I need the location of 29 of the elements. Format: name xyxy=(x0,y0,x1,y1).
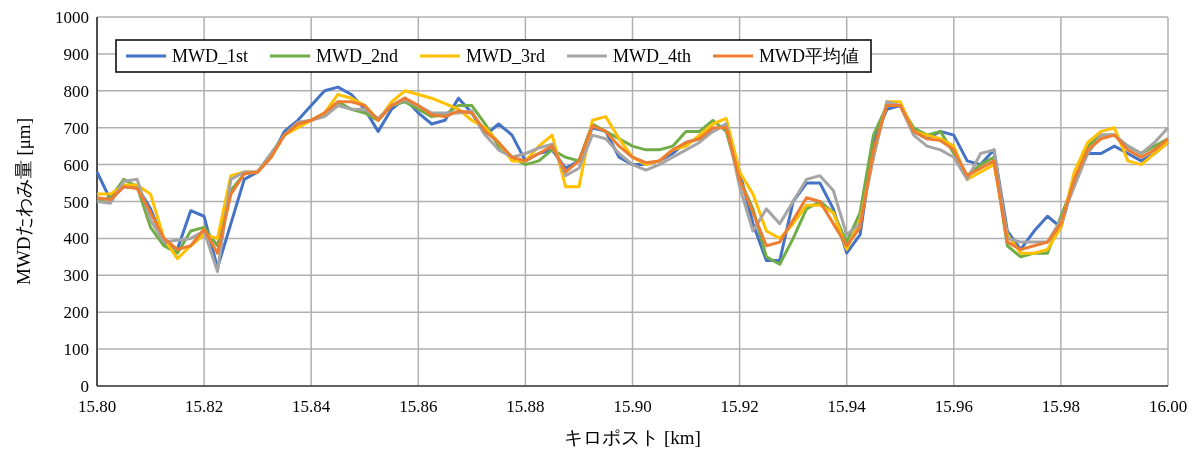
x-tick-label: 15.80 xyxy=(77,397,117,416)
x-axis-title: キロポスト [km] xyxy=(564,427,701,448)
y-tick-label: 400 xyxy=(63,229,89,249)
legend-label: MWD_1st xyxy=(172,46,248,66)
y-tick-label: 700 xyxy=(63,118,89,138)
x-tick-label: 15.88 xyxy=(506,397,545,416)
x-tick-label: 16.00 xyxy=(1148,397,1188,416)
y-tick-label: 1000 xyxy=(55,8,89,27)
y-tick-label: 900 xyxy=(63,44,89,64)
legend-label: MWD_3rd xyxy=(466,46,545,66)
legend-label: MWD_4th xyxy=(613,46,691,66)
x-tick-label: 15.92 xyxy=(720,397,759,416)
legend-label: MWD_2nd xyxy=(316,46,398,66)
x-tick-label: 15.84 xyxy=(292,397,331,416)
y-tick-label: 300 xyxy=(63,266,89,286)
x-tick-label: 15.90 xyxy=(613,397,652,416)
y-axis-title: MWDたわみ量 [μm] xyxy=(13,118,34,285)
y-tick-label: 0 xyxy=(80,377,89,396)
y-tick-label: 500 xyxy=(63,192,89,212)
legend-label: MWD平均値 xyxy=(759,46,859,66)
x-tick-label: 15.96 xyxy=(934,397,973,416)
y-tick-label: 200 xyxy=(63,303,89,323)
x-tick-label: 15.94 xyxy=(827,397,867,416)
x-tick-label: 15.82 xyxy=(184,397,224,416)
x-tick-label: 15.98 xyxy=(1041,397,1081,416)
y-tick-label: 100 xyxy=(63,340,89,360)
x-tick-label: 15.86 xyxy=(399,397,438,416)
y-tick-label: 600 xyxy=(63,155,89,175)
y-tick-label: 800 xyxy=(63,81,89,101)
